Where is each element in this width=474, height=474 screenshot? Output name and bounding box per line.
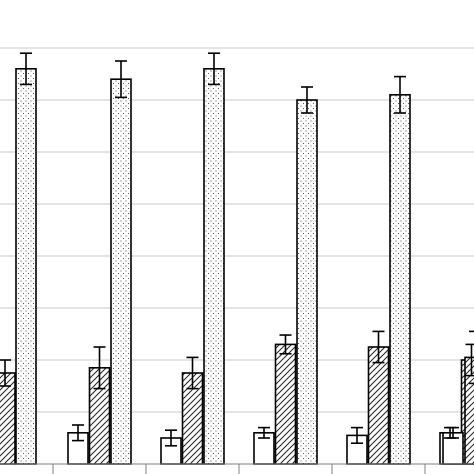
bar-diagonal-hatch xyxy=(464,356,474,465)
error-bars xyxy=(0,52,474,447)
bar-dotted xyxy=(110,78,132,465)
x-axis xyxy=(0,463,474,474)
bars xyxy=(0,68,474,465)
bar-dotted xyxy=(296,99,318,465)
gridlines xyxy=(0,47,474,413)
bar-dotted xyxy=(15,68,37,465)
bar-dotted xyxy=(203,68,225,465)
bar-dotted xyxy=(389,94,411,465)
bar-diagonal-hatch xyxy=(274,343,297,465)
bar-diagonal-hatch xyxy=(367,346,390,465)
